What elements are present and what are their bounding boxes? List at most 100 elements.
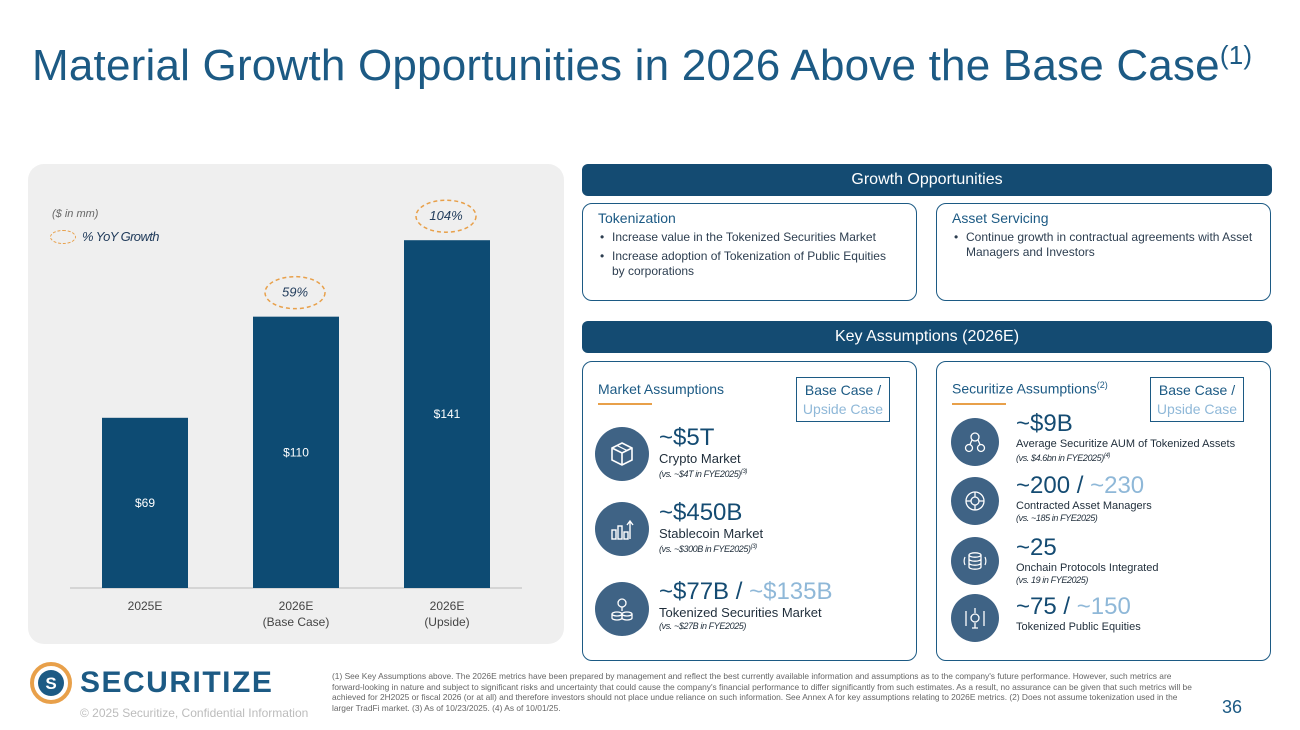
- base-case-label: Base Case /: [1158, 382, 1236, 398]
- metric-base-value: ~$450B: [659, 499, 743, 526]
- bar-chart-icon: [595, 502, 649, 556]
- key-assumptions-header: Key Assumptions (2026E): [582, 321, 1272, 353]
- metric-base-value: ~$9B: [1016, 410, 1073, 437]
- metric-note-text: (vs. 19 in FYE2025): [1016, 575, 1088, 585]
- growth-opportunities-header: Growth Opportunities: [582, 164, 1272, 196]
- metric-note-ref: (3): [740, 469, 748, 475]
- metric-note-ref: (4): [1103, 453, 1111, 459]
- securitize-title-underline: [952, 403, 1006, 405]
- x-tick-label-line2: (Base Case): [263, 615, 330, 629]
- metric-value: ~$450B: [659, 500, 763, 526]
- logo-wordmark: SECURITIZE: [80, 666, 274, 699]
- coins-icon: [595, 582, 649, 636]
- growth-dashed-ellipse: [415, 199, 477, 233]
- metric-note: (vs. $4.6bn in FYE2025)(4): [1016, 451, 1235, 464]
- securitize-logo: S SECURITIZE: [30, 662, 273, 704]
- metric-note: (vs. ~$27B in FYE2025): [659, 621, 833, 632]
- growth-label: 59%: [282, 285, 308, 300]
- page-number: 36: [1222, 697, 1243, 717]
- svg-text:S: S: [45, 674, 56, 693]
- metric-value: ~$9B: [1016, 411, 1235, 437]
- network-coins-icon: [951, 418, 999, 466]
- tokenization-bullets: Increase value in the Tokenized Securiti…: [598, 230, 901, 279]
- metric-value: ~$77B / ~$135B: [659, 578, 833, 605]
- market-title-underline: [598, 403, 652, 405]
- metric-upside-value: ~150: [1076, 593, 1131, 620]
- metric-base-value: ~$5T: [659, 424, 715, 451]
- securitize-title-text: Securitize Assumptions: [952, 380, 1097, 397]
- page-title: Material Growth Opportunities in 2026 Ab…: [32, 40, 1252, 91]
- bar: [404, 240, 490, 588]
- managers-icon: [951, 477, 999, 525]
- metric-note-text: (vs. ~185 in FYE2025): [1016, 513, 1098, 523]
- public-equities-metric: ~75 / ~150 Tokenized Public Equities: [1016, 594, 1141, 634]
- metric-label: Crypto Market: [659, 451, 741, 466]
- x-tick-label-line2: (Upside): [424, 615, 469, 629]
- metric-value: ~$5T: [659, 425, 747, 451]
- metric-note-text: (vs. ~$4T in FYE2025): [659, 469, 741, 479]
- metric-label: Contracted Asset Managers: [1016, 500, 1152, 512]
- metric-value: ~25: [1016, 535, 1158, 561]
- x-tick-label: 2026E: [430, 599, 465, 613]
- tokenization-title: Tokenization: [598, 210, 676, 226]
- metric-label: Average Securitize AUM of Tokenized Asse…: [1016, 438, 1236, 450]
- tokenization-box: Tokenization Increase value in the Token…: [582, 203, 917, 301]
- securitize-logo-icon: S: [30, 662, 72, 704]
- metric-base-value: ~75: [1016, 593, 1057, 620]
- asset-managers-metric: ~200 / ~230 Contracted Asset Managers (v…: [1016, 473, 1152, 524]
- legend-label: % YoY Growth: [82, 229, 159, 244]
- metric-note-text: (vs. ~$300B in FYE2025): [659, 544, 751, 554]
- revenue-bar-chart: $69 2025E $110 2026E (Base Case) 59% $141 2026E…: [70, 199, 522, 629]
- x-tick-label: 2025E: [128, 599, 163, 613]
- stablecoin-market-metric: ~$450B Stablecoin Market (vs. ~$300B in …: [659, 500, 763, 555]
- bar-value-label: $110: [283, 445, 309, 459]
- tokenization-bullet: Increase adoption of Tokenization of Pub…: [598, 249, 901, 279]
- cube-icon: [595, 427, 649, 481]
- growth-dashed-ellipse: [264, 275, 326, 310]
- metric-note-ref: (3): [750, 544, 758, 550]
- metric-base-value: ~25: [1016, 534, 1057, 561]
- avg-aum-metric: ~$9B Average Securitize AUM of Tokenized…: [1016, 411, 1235, 464]
- market-assumptions-title: Market Assumptions: [598, 381, 725, 397]
- confidential-notice: © 2025 Securitize, Confidential Informat…: [80, 706, 309, 720]
- metric-upside-value: ~230: [1090, 472, 1145, 499]
- metric-note: (vs. ~$300B in FYE2025)(3): [659, 542, 763, 555]
- metric-upside-value: ~$135B: [749, 578, 833, 605]
- metric-label: Stablecoin Market: [659, 526, 764, 541]
- bar-value-label: $69: [135, 496, 155, 510]
- bar-value-label: $141: [434, 407, 461, 421]
- market-base-upside-key: Base Case / Upside Case: [796, 377, 890, 422]
- metric-value: ~75 / ~150: [1016, 593, 1131, 620]
- upside-case-label: Upside Case: [1156, 401, 1238, 417]
- metric-note-text: (vs. $4.6bn in FYE2025): [1016, 453, 1104, 463]
- asset-servicing-bullets: Continue growth in contractual agreement…: [952, 230, 1255, 260]
- footnote-text: (1) See Key Assumptions above. The 2026E…: [332, 671, 1192, 713]
- legend-dashed-ellipse-icon: [50, 229, 76, 244]
- base-case-label: Base Case /: [804, 382, 882, 398]
- crypto-market-metric: ~$5T Crypto Market (vs. ~$4T in FYE2025)…: [659, 425, 747, 480]
- securitize-assumptions-title: Securitize Assumptions(2): [952, 380, 1108, 397]
- asset-servicing-box: Asset Servicing Continue growth in contr…: [936, 203, 1271, 301]
- tokenization-bullet: Increase value in the Tokenized Securiti…: [598, 230, 901, 245]
- title-footnote-ref: (1): [1219, 40, 1253, 70]
- growth-label: 104%: [429, 208, 462, 223]
- onchain-protocols-metric: ~25 Onchain Protocols Integrated (vs. 19…: [1016, 535, 1158, 586]
- asset-servicing-title: Asset Servicing: [952, 210, 1049, 226]
- page-title-text: Material Growth Opportunities in 2026 Ab…: [32, 41, 1220, 90]
- metric-label: Onchain Protocols Integrated: [1016, 562, 1159, 574]
- securitize-title-ref: (2): [1096, 380, 1108, 390]
- metric-note: (vs. ~185 in FYE2025): [1016, 513, 1152, 524]
- x-tick-label: 2026E: [279, 599, 314, 613]
- securitize-base-upside-key: Base Case / Upside Case: [1150, 377, 1244, 422]
- chart-legend: % YoY Growth: [50, 229, 159, 244]
- metric-label: Tokenized Public Equities: [1016, 621, 1141, 633]
- metric-label: Tokenized Securities Market: [659, 605, 822, 620]
- metric-note-text: (vs. ~$27B in FYE2025): [659, 621, 747, 631]
- metric-base-value: ~200: [1016, 472, 1071, 499]
- tokenized-securities-metric: ~$77B / ~$135B Tokenized Securities Mark…: [659, 579, 833, 632]
- equity-icon: [951, 594, 999, 642]
- metric-note: (vs. ~$4T in FYE2025)(3): [659, 467, 747, 480]
- protocol-icon: [951, 537, 999, 585]
- asset-servicing-bullet: Continue growth in contractual agreement…: [952, 230, 1255, 260]
- upside-case-label: Upside Case: [802, 401, 884, 417]
